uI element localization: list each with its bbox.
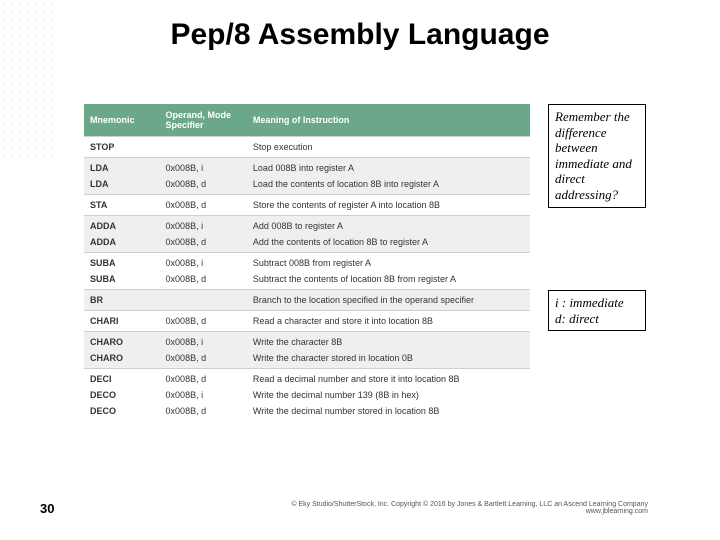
col-header-operand: Operand, Mode Specifier <box>160 104 247 137</box>
table-row: CHARI0x008B, dRead a character and store… <box>84 311 530 332</box>
col-header-meaning: Meaning of Instruction <box>247 104 530 137</box>
cell-meaning: Branch to the location specified in the … <box>247 290 530 311</box>
table-row: DECO0x008B, dWrite the decimal number st… <box>84 403 530 421</box>
note-addressing-question: Remember the difference between immediat… <box>548 104 646 208</box>
slide-title: Pep/8 Assembly Language <box>0 18 720 52</box>
cell-mnemonic: DECO <box>84 387 160 403</box>
table-row: CHARO0x008B, iWrite the character 8B <box>84 332 530 351</box>
table-row: BR Branch to the location specified in th… <box>84 290 530 311</box>
cell-mnemonic: BR <box>84 290 160 311</box>
cell-operand <box>160 137 247 158</box>
cell-meaning: Subtract 008B from register A <box>247 253 530 272</box>
note-addressing-legend: i : immediate d: direct <box>548 290 646 331</box>
cell-meaning: Write the decimal number stored in locat… <box>247 403 530 421</box>
cell-operand: 0x008B, d <box>160 195 247 216</box>
cell-operand: 0x008B, i <box>160 253 247 272</box>
table-row: STOP Stop execution <box>84 137 530 158</box>
cell-mnemonic: DECO <box>84 403 160 421</box>
page-number: 30 <box>40 501 54 516</box>
cell-mnemonic: ADDA <box>84 234 160 253</box>
cell-operand: 0x008B, d <box>160 271 247 290</box>
cell-operand: 0x008B, d <box>160 234 247 253</box>
table-row: DECI0x008B, dRead a decimal number and s… <box>84 369 530 388</box>
cell-operand <box>160 290 247 311</box>
cell-operand: 0x008B, d <box>160 369 247 388</box>
cell-mnemonic: SUBA <box>84 271 160 290</box>
cell-operand: 0x008B, i <box>160 216 247 235</box>
copyright-line2: www.jblearning.com <box>586 508 648 515</box>
copyright-line1: © Eky Studio/ShutterStock, Inc. Copyrigh… <box>291 501 648 508</box>
cell-operand: 0x008B, i <box>160 387 247 403</box>
cell-meaning: Read a decimal number and store it into … <box>247 369 530 388</box>
cell-operand: 0x008B, d <box>160 350 247 369</box>
cell-meaning: Write the character stored in location 0… <box>247 350 530 369</box>
table-row: CHARO0x008B, dWrite the character stored… <box>84 350 530 369</box>
cell-meaning: Subtract the contents of location 8B fro… <box>247 271 530 290</box>
col-header-mnemonic: Mnemonic <box>84 104 160 137</box>
cell-operand: 0x008B, d <box>160 176 247 195</box>
table-row: ADDA0x008B, dAdd the contents of locatio… <box>84 234 530 253</box>
instruction-table: Mnemonic Operand, Mode Specifier Meaning… <box>84 104 530 421</box>
cell-operand: 0x008B, d <box>160 403 247 421</box>
cell-operand: 0x008B, i <box>160 158 247 177</box>
cell-mnemonic: CHARO <box>84 332 160 351</box>
cell-mnemonic: DECI <box>84 369 160 388</box>
cell-mnemonic: CHARO <box>84 350 160 369</box>
cell-meaning: Stop execution <box>247 137 530 158</box>
cell-meaning: Add 008B to register A <box>247 216 530 235</box>
cell-mnemonic: STOP <box>84 137 160 158</box>
cell-operand: 0x008B, i <box>160 332 247 351</box>
table-row: LDA0x008B, iLoad 008B into register A <box>84 158 530 177</box>
cell-meaning: Add the contents of location 8B to regis… <box>247 234 530 253</box>
table-row: SUBA0x008B, iSubtract 008B from register… <box>84 253 530 272</box>
cell-meaning: Load the contents of location 8B into re… <box>247 176 530 195</box>
table-row: ADDA0x008B, iAdd 008B to register A <box>84 216 530 235</box>
table-row: SUBA0x008B, dSubtract the contents of lo… <box>84 271 530 290</box>
table-row: DECO0x008B, iWrite the decimal number 13… <box>84 387 530 403</box>
note-text: Remember the difference between immediat… <box>555 109 632 202</box>
cell-mnemonic: ADDA <box>84 216 160 235</box>
cell-meaning: Write the character 8B <box>247 332 530 351</box>
cell-mnemonic: SUBA <box>84 253 160 272</box>
cell-mnemonic: LDA <box>84 176 160 195</box>
cell-meaning: Load 008B into register A <box>247 158 530 177</box>
note-line1: i : immediate <box>555 295 624 310</box>
cell-mnemonic: LDA <box>84 158 160 177</box>
cell-mnemonic: STA <box>84 195 160 216</box>
cell-operand: 0x008B, d <box>160 311 247 332</box>
slide: Pep/8 Assembly Language Mnemonic Operand… <box>0 0 720 540</box>
table-row: STA0x008B, dStore the contents of regist… <box>84 195 530 216</box>
table-row: LDA0x008B, dLoad the contents of locatio… <box>84 176 530 195</box>
cell-meaning: Read a character and store it into locat… <box>247 311 530 332</box>
cell-meaning: Store the contents of register A into lo… <box>247 195 530 216</box>
note-line2: d: direct <box>555 311 599 326</box>
cell-meaning: Write the decimal number 139 (8B in hex) <box>247 387 530 403</box>
cell-mnemonic: CHARI <box>84 311 160 332</box>
copyright: © Eky Studio/ShutterStock, Inc. Copyrigh… <box>291 501 648 516</box>
